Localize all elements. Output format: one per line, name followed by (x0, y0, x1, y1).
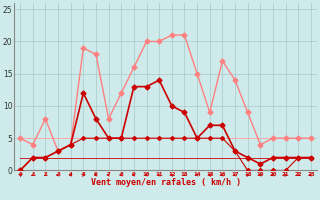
X-axis label: Vent moyen/en rafales ( km/h ): Vent moyen/en rafales ( km/h ) (91, 178, 241, 187)
